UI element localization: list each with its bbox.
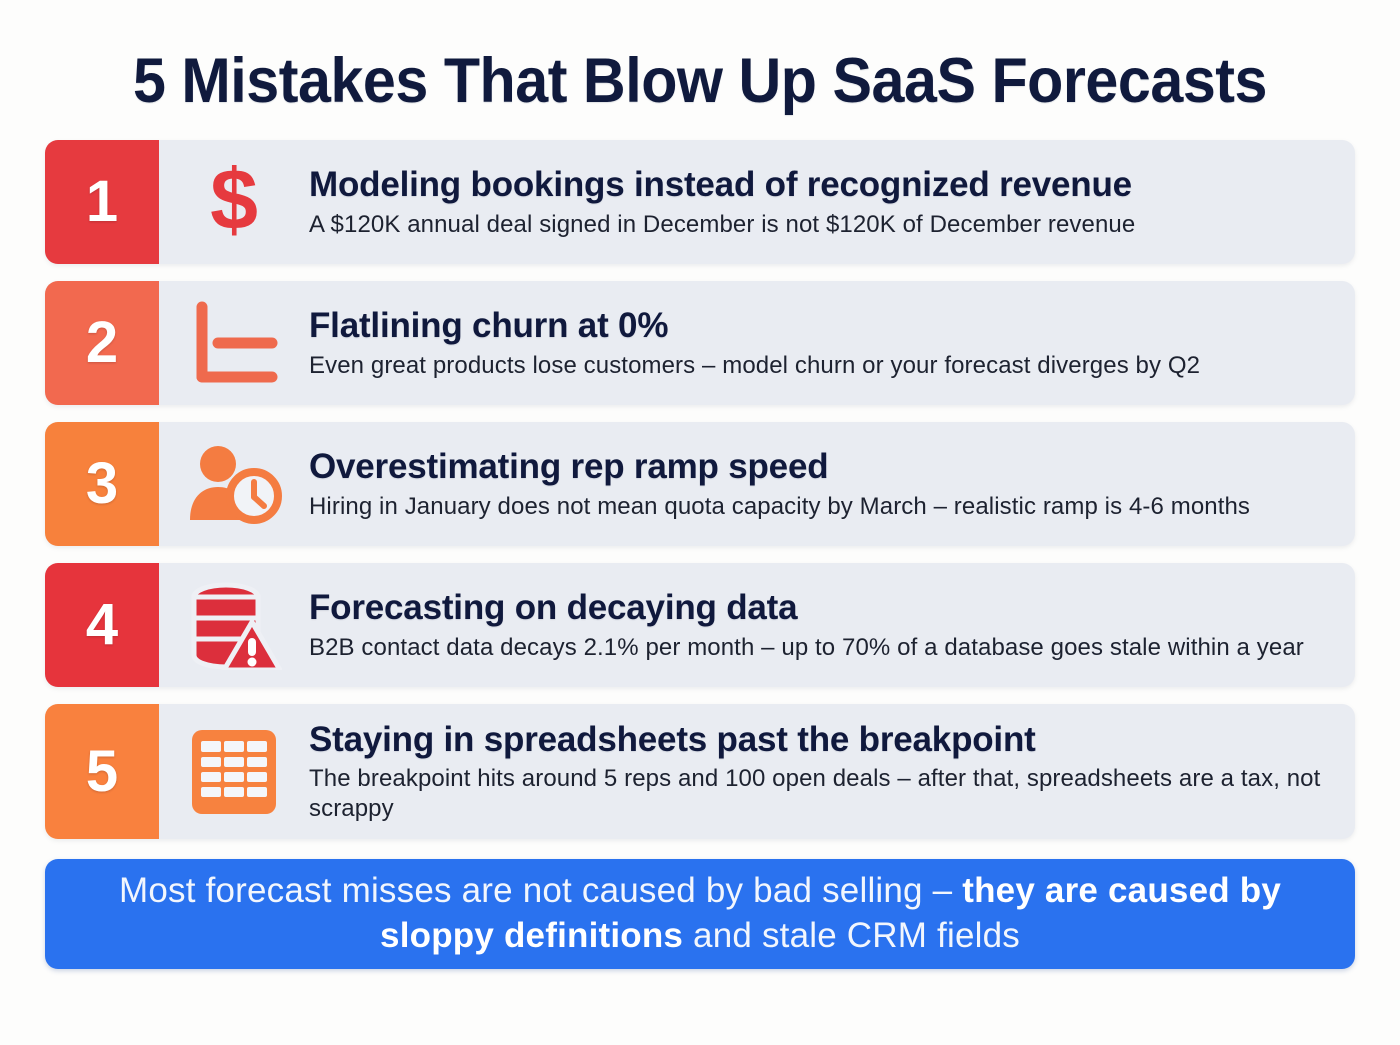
flatline-chart-icon bbox=[159, 281, 309, 405]
rank-badge-4: 4 bbox=[45, 563, 159, 688]
rank-badge-3: 3 bbox=[45, 422, 159, 547]
item-text-1: Modeling bookings instead of recognized … bbox=[309, 140, 1355, 264]
list-item: 4 Forecasting on dec bbox=[45, 563, 1355, 688]
item-subtext: The breakpoint hits around 5 reps and 10… bbox=[309, 765, 1321, 822]
list-item: 2 Flatlining churn at 0% Even great prod… bbox=[45, 281, 1355, 406]
rank-badge-1: 1 bbox=[45, 140, 159, 265]
summary-banner-text: Most forecast misses are not caused by b… bbox=[103, 869, 1297, 959]
list-item: 3 Overestimating rep ramp speed bbox=[45, 422, 1355, 547]
item-subtext: Hiring in January does not mean quota ca… bbox=[309, 492, 1251, 520]
item-heading: Forecasting on decaying data bbox=[309, 588, 798, 628]
item-subtext: A $120K annual deal signed in December i… bbox=[309, 210, 1136, 238]
banner-tail-text: and stale CRM fields bbox=[683, 915, 1020, 955]
svg-text:$: $ bbox=[210, 159, 258, 245]
banner-emphasis-text: they are caused by sloppy definitions bbox=[380, 871, 1281, 955]
item-text-4: Forecasting on decaying data B2B contact… bbox=[309, 563, 1355, 687]
dollar-sign-icon: $ bbox=[159, 140, 309, 264]
item-text-5: Staying in spreadsheets past the breakpo… bbox=[309, 704, 1355, 839]
list-item: 5 bbox=[45, 704, 1355, 840]
spreadsheet-grid-icon bbox=[159, 704, 309, 839]
item-heading: Flatlining churn at 0% bbox=[309, 306, 669, 346]
summary-banner: Most forecast misses are not caused by b… bbox=[45, 859, 1355, 969]
item-heading: Modeling bookings instead of recognized … bbox=[309, 165, 1132, 205]
item-heading: Staying in spreadsheets past the breakpo… bbox=[309, 720, 1036, 760]
person-clock-icon bbox=[159, 422, 309, 546]
database-warning-icon bbox=[159, 563, 309, 687]
rank-badge-5: 5 bbox=[45, 704, 159, 840]
item-text-3: Overestimating rep ramp speed Hiring in … bbox=[309, 422, 1355, 546]
page-title: 5 Mistakes That Blow Up SaaS Forecasts bbox=[132, 46, 1268, 116]
item-subtext: B2B contact data decays 2.1% per month –… bbox=[309, 633, 1304, 661]
item-subtext: Even great products lose customers – mod… bbox=[309, 351, 1201, 379]
item-text-2: Flatlining churn at 0% Even great produc… bbox=[309, 281, 1355, 405]
list-item: 1 $ Modeling bookings instead of recogni… bbox=[45, 140, 1355, 265]
rank-badge-2: 2 bbox=[45, 281, 159, 406]
item-heading: Overestimating rep ramp speed bbox=[309, 447, 829, 487]
mistake-list: 1 $ Modeling bookings instead of recogni… bbox=[45, 140, 1355, 840]
banner-lead-text: Most forecast misses are not caused by b… bbox=[119, 871, 963, 911]
